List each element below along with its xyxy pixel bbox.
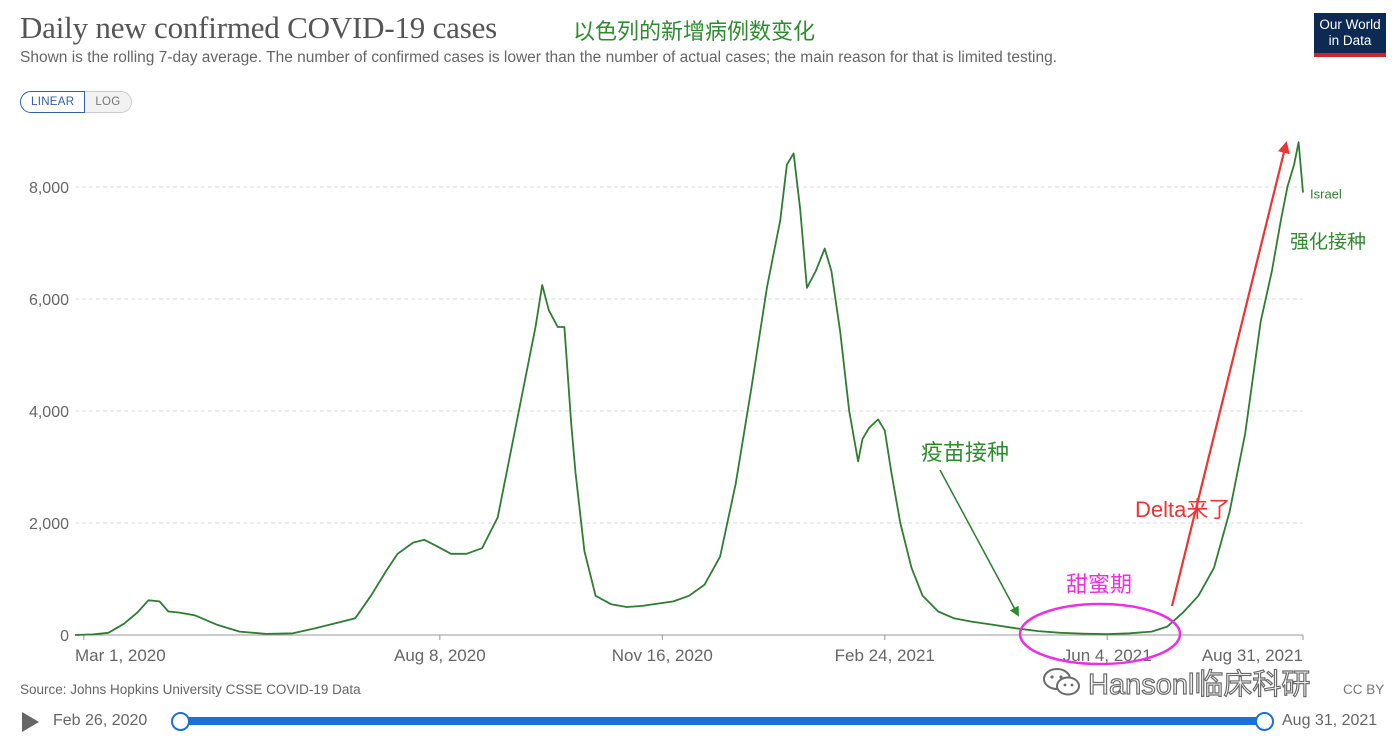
license-label[interactable]: CC BY [1343, 682, 1385, 697]
honeymoon-ellipse [1018, 602, 1182, 666]
y-tick-label: 2,000 [29, 516, 69, 533]
x-tick-label: Aug 31, 2021 [1202, 646, 1303, 665]
logo-line-2: in Data [1328, 33, 1372, 48]
wechat-icon [1043, 668, 1080, 696]
y-tick-label: 4,000 [29, 404, 69, 421]
play-icon[interactable] [22, 712, 39, 732]
timeline-end-label: Aug 31, 2021 [1282, 712, 1378, 729]
x-tick-label: Nov 16, 2020 [612, 646, 713, 665]
line-chart: 0 2,000 4,000 6,000 8,000 Mar 1, 2020 Aug 8, … [29, 141, 1366, 666]
timeline-end-handle[interactable] [1255, 712, 1274, 731]
log-scale-button[interactable]: LOG [85, 91, 132, 113]
y-tick-label: 6,000 [29, 292, 69, 309]
x-tick-label: Feb 24, 2021 [835, 646, 935, 665]
annotation-honeymoon: 甜蜜期 [1066, 572, 1132, 597]
chart-subtitle: Shown is the rolling 7-day average. The … [20, 49, 1058, 66]
scale-toggle: LINEAR LOG [20, 91, 132, 113]
timeline-track[interactable] [178, 717, 1262, 725]
y-tick-label: 8,000 [29, 180, 69, 197]
x-tick-label: Aug 8, 2020 [394, 646, 486, 665]
logo-line-1: Our World [1319, 17, 1381, 32]
vaccination-arrow [939, 469, 1019, 617]
page-title: Daily new confirmed COVID-19 cases [20, 10, 497, 45]
watermark-text: Hansonl临床科研 [1087, 668, 1311, 701]
delta-arrow [1170, 141, 1290, 607]
title-annotation: 以色列的新增病例数变化 [573, 19, 816, 44]
watermark: Hansonl临床科研 [1042, 661, 1311, 703]
x-tick-label: Jun 4, 2021 [1063, 646, 1152, 665]
timeline-slider: Feb 26, 2020 Aug 31, 2021 [0, 706, 1395, 736]
x-tick-label: Mar 1, 2020 [75, 646, 166, 665]
annotation-booster: 强化接种 [1290, 231, 1366, 253]
y-tick-label: 0 [60, 628, 69, 645]
source-note[interactable]: Source: Johns Hopkins University CSSE CO… [20, 682, 361, 697]
owid-logo[interactable]: Our World in Data [1314, 13, 1386, 57]
series-label-israel: Israel [1310, 187, 1342, 202]
series-line-israel[interactable] [74, 141, 1304, 636]
annotation-delta: Delta来了 [1135, 497, 1230, 522]
linear-scale-button[interactable]: LINEAR [20, 91, 86, 113]
annotation-vaccination: 疫苗接种 [921, 440, 1009, 465]
timeline-start-handle[interactable] [171, 712, 190, 731]
timeline-start-label: Feb 26, 2020 [53, 712, 148, 729]
